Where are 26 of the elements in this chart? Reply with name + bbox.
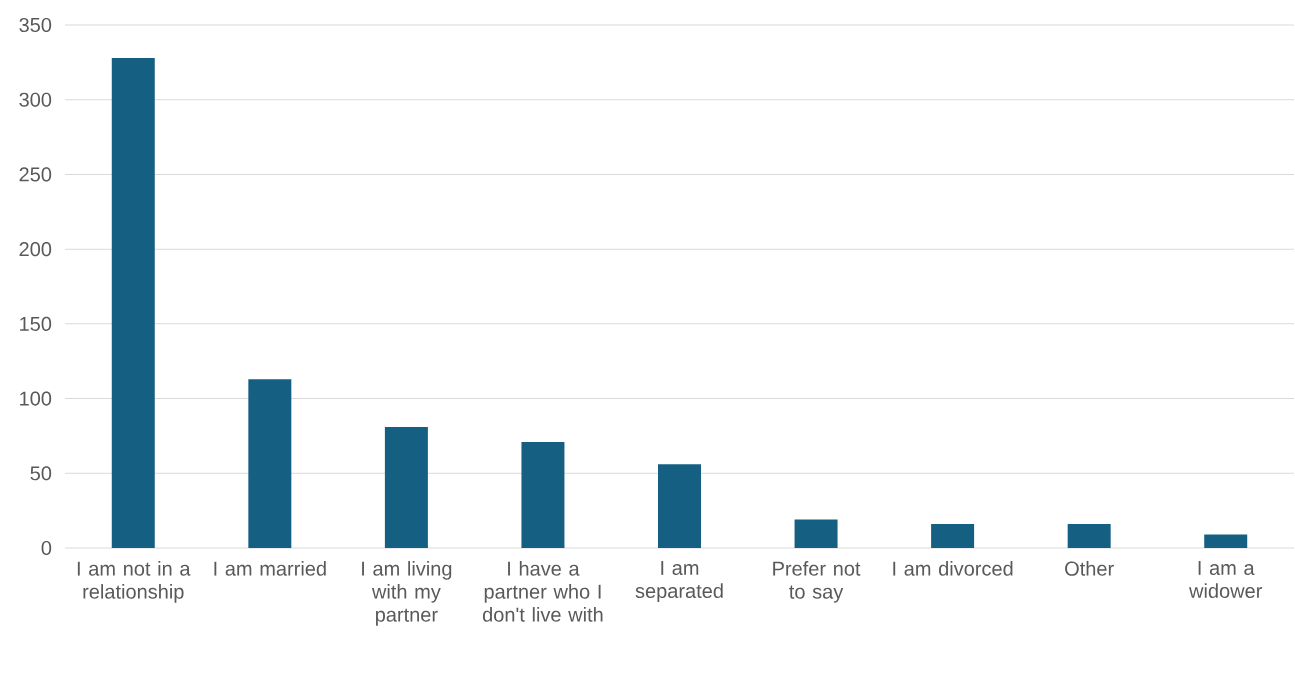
y-tick-label: 350 — [19, 17, 52, 33]
x-tick-label: Prefer not to say — [773, 561, 861, 603]
y-tick-label: 200 — [19, 242, 52, 257]
x-tick-label: I am living with my partner — [362, 561, 452, 626]
y-tick-label: 50 — [30, 466, 52, 481]
y-tick-label: 0 — [41, 540, 52, 556]
x-tick-label: I am separated — [635, 561, 723, 602]
y-tick-label: 250 — [19, 167, 52, 182]
bar — [521, 441, 565, 548]
bar — [1204, 534, 1248, 548]
bar — [111, 57, 155, 548]
bar — [384, 426, 428, 548]
y-tick-label: 300 — [19, 92, 52, 107]
x-tick-label: I have a partner who I don't live with — [482, 561, 603, 622]
x-tick-label: Other — [1065, 561, 1114, 576]
bar — [1067, 524, 1111, 548]
x-tick-label: I am married — [214, 561, 326, 576]
bar — [931, 524, 975, 548]
x-tick-label: I am not in a relationship — [77, 561, 191, 603]
bar — [248, 379, 292, 548]
x-tick-label: I am divorced — [893, 561, 1013, 576]
y-tick-label: 150 — [20, 316, 52, 331]
y-tick-label: 100 — [20, 391, 52, 406]
x-tick-label: I am a widower — [1189, 561, 1263, 599]
bar — [658, 464, 701, 548]
bar — [794, 519, 838, 548]
